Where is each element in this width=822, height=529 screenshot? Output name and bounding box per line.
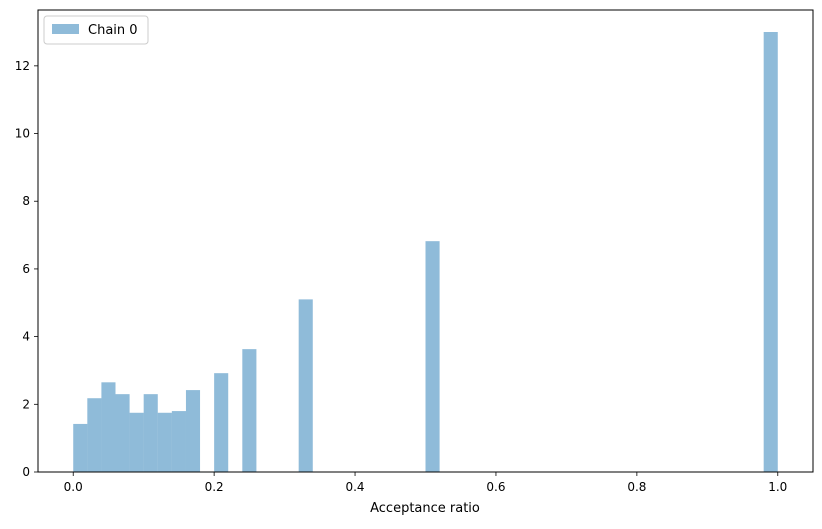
x-tick-label: 0.8 xyxy=(627,480,646,494)
histogram-bar xyxy=(763,32,778,472)
x-tick-label: 0.6 xyxy=(486,480,505,494)
x-tick-label: 0.0 xyxy=(64,480,83,494)
histogram-bar xyxy=(115,394,130,472)
y-tick-label: 0 xyxy=(22,465,30,479)
x-tick-label: 0.2 xyxy=(205,480,224,494)
x-axis: 0.0 0.2 0.4 0.6 0.8 1.0 xyxy=(64,472,787,494)
histogram-bar xyxy=(242,349,257,472)
histogram-bar xyxy=(157,412,172,472)
y-tick-label: 12 xyxy=(15,59,30,73)
x-axis-label: Acceptance ratio xyxy=(370,501,480,516)
histogram-bar xyxy=(214,373,229,472)
histogram-bar xyxy=(171,411,186,472)
histogram-bar xyxy=(129,412,144,472)
x-tick-label: 1.0 xyxy=(768,480,787,494)
histogram-bar xyxy=(101,382,116,472)
y-tick-label: 6 xyxy=(22,262,30,276)
histogram-bar xyxy=(87,398,102,472)
histogram-bar xyxy=(143,394,158,472)
legend-box xyxy=(43,15,149,45)
histogram-bar xyxy=(298,299,313,472)
y-axis: 0 2 4 6 8 10 12 xyxy=(15,59,38,479)
plot-frame xyxy=(37,9,814,473)
histogram-bar xyxy=(73,423,88,472)
y-tick-label: 2 xyxy=(22,397,30,411)
histogram-bar xyxy=(425,241,440,472)
legend-label: Chain 0 xyxy=(88,23,138,38)
y-tick-label: 4 xyxy=(22,330,30,344)
x-tick-label: 0.4 xyxy=(345,480,364,494)
y-tick-label: 10 xyxy=(15,127,30,141)
bars-layer xyxy=(73,32,778,472)
legend: Chain 0 xyxy=(43,15,149,45)
y-tick-label: 8 xyxy=(22,194,30,208)
histogram-bar xyxy=(185,390,201,472)
legend-swatch xyxy=(52,24,79,34)
